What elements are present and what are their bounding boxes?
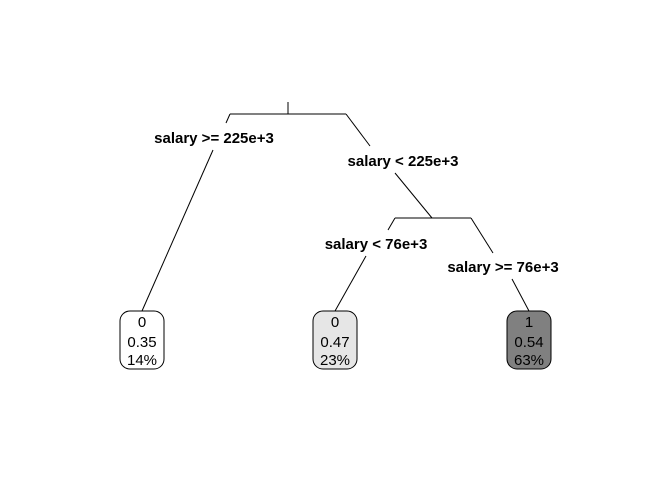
leaf-node-1-class: 0 [138, 314, 146, 331]
leaf-node-1-percent: 14% [127, 352, 157, 369]
root-left-branch [141, 149, 214, 312]
inner-left-riser [387, 217, 396, 231]
root-right-branch [345, 113, 371, 147]
inner-right-split-label: salary >= 76e+3 [447, 259, 558, 276]
leaf-node-3: 1 0.54 63% [506, 310, 552, 370]
leaf-node-2-class: 0 [331, 314, 339, 331]
leaf-node-2-probability: 0.47 [320, 334, 349, 351]
leaf-node-2: 0 0.47 23% [312, 310, 358, 370]
root-left-riser [225, 113, 231, 124]
leaf-node-3-class: 1 [525, 314, 533, 331]
inner-right-to-leaf [511, 278, 530, 312]
leaf-node-2-percent: 23% [320, 352, 350, 369]
leaf-node-1-probability: 0.35 [127, 334, 156, 351]
leaf-node-3-box [506, 310, 552, 370]
leaf-node-1: 0 0.35 14% [119, 310, 165, 370]
inner-right-branch [470, 217, 494, 254]
leaf-node-3-probability: 0.54 [514, 334, 543, 351]
leaf-node-3-percent: 63% [514, 352, 544, 369]
root-left-split-label: salary >= 225e+3 [154, 130, 274, 147]
root-right-split-label: salary < 225e+3 [348, 153, 459, 170]
inner-left-split-label: salary < 76e+3 [325, 236, 428, 253]
inner-connector [394, 172, 433, 219]
leaf-node-1-box [119, 310, 165, 370]
leaf-node-2-box [312, 310, 358, 370]
inner-left-branch [334, 255, 367, 312]
